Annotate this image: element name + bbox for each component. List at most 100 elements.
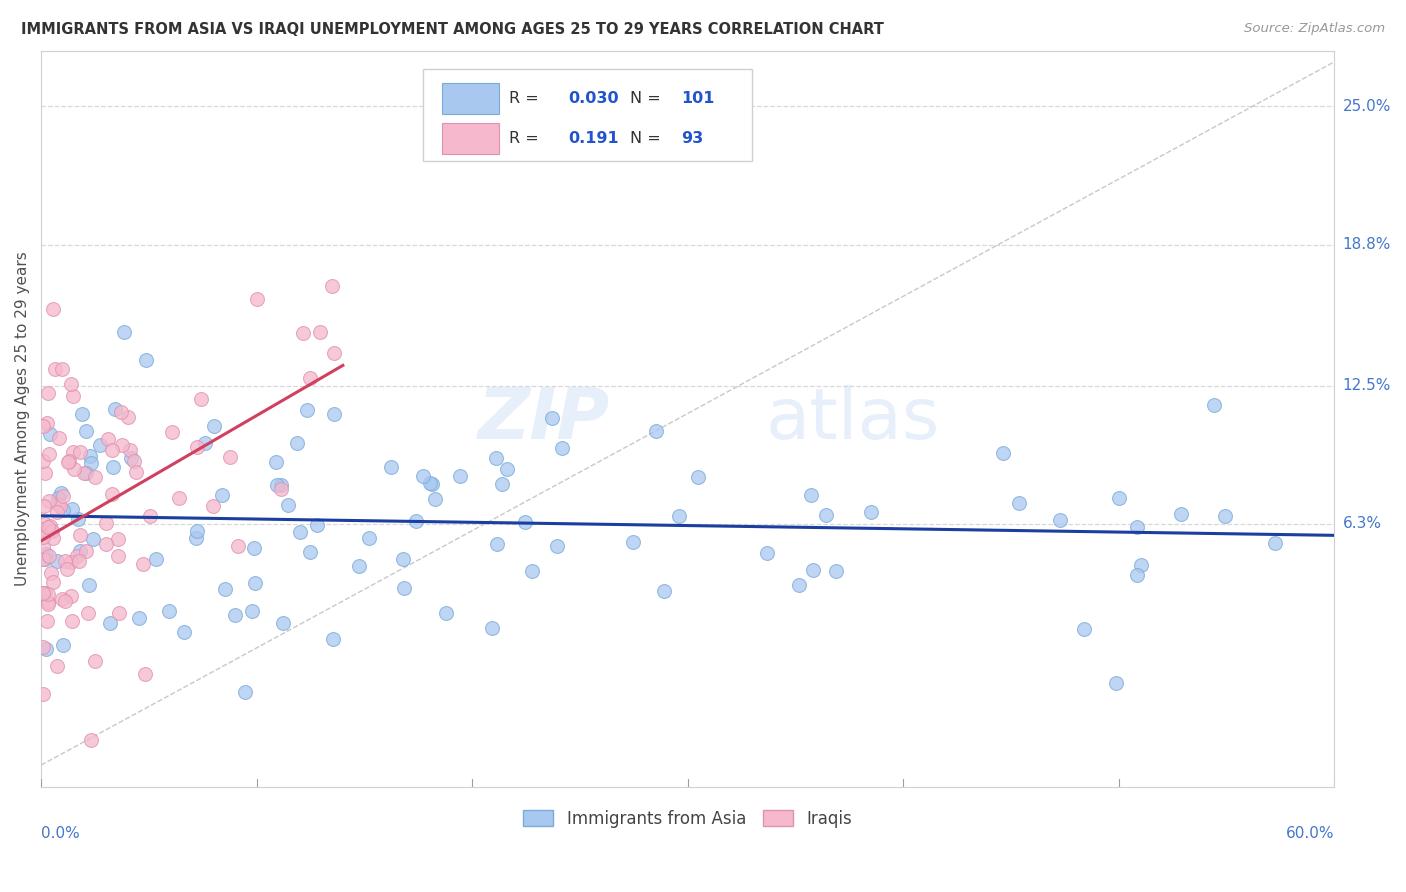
Point: [202, 418, 225, 433]
Point: [860, 505, 883, 519]
Point: [513, 515, 536, 529]
Point: [824, 564, 846, 578]
Text: 0.030: 0.030: [569, 91, 620, 105]
Point: [51, 591, 73, 606]
Point: [1170, 507, 1192, 521]
Point: [39, 519, 62, 533]
Point: [32, 454, 55, 468]
Point: [755, 547, 778, 561]
Point: [32, 586, 55, 600]
Point: [52, 503, 75, 517]
Point: [32, 522, 55, 536]
Point: [1049, 513, 1071, 527]
Point: [540, 411, 562, 425]
Point: [1126, 568, 1149, 582]
Point: [277, 499, 299, 513]
Point: [32, 551, 55, 566]
Point: [486, 536, 509, 550]
Text: 12.5%: 12.5%: [1343, 378, 1391, 393]
Point: [83, 470, 105, 484]
Text: R =: R =: [509, 131, 544, 146]
Point: [38, 447, 60, 461]
Point: [186, 524, 208, 539]
Point: [391, 552, 413, 566]
Point: [412, 468, 434, 483]
Point: [347, 559, 370, 574]
Point: [34, 524, 56, 538]
Point: [94, 537, 117, 551]
Point: [145, 551, 167, 566]
Point: [380, 459, 402, 474]
Point: [32, 499, 55, 513]
Point: [107, 549, 129, 563]
Point: [101, 442, 124, 457]
Point: [32, 640, 55, 654]
Text: R =: R =: [509, 91, 544, 105]
Point: [270, 478, 292, 492]
Point: [89, 438, 111, 452]
Point: [186, 440, 208, 454]
Point: [80, 456, 103, 470]
Text: 18.8%: 18.8%: [1343, 237, 1391, 252]
Point: [83, 654, 105, 668]
Point: [1008, 495, 1031, 509]
Point: [434, 607, 457, 621]
Point: [1129, 558, 1152, 573]
Point: [59, 555, 82, 569]
Point: [38, 549, 60, 564]
Point: [58, 454, 80, 468]
Point: [120, 450, 142, 465]
Point: [35, 642, 58, 657]
Point: [1108, 491, 1130, 505]
Point: [44, 362, 66, 376]
Point: [125, 465, 148, 479]
Point: [551, 442, 574, 456]
Point: [46, 491, 69, 505]
Point: [1073, 622, 1095, 636]
Point: [39, 426, 62, 441]
Point: [45, 659, 67, 673]
Point: [101, 460, 124, 475]
Point: [246, 293, 269, 307]
Point: [100, 615, 122, 630]
Point: [668, 509, 690, 524]
Point: [51, 362, 73, 376]
Point: [35, 547, 58, 561]
Point: [69, 527, 91, 541]
Point: [160, 425, 183, 439]
Point: [405, 515, 427, 529]
Point: [34, 466, 56, 480]
Point: [104, 402, 127, 417]
FancyBboxPatch shape: [441, 83, 499, 113]
Point: [1126, 520, 1149, 534]
Text: IMMIGRANTS FROM ASIA VS IRAQI UNEMPLOYMENT AMONG AGES 25 TO 29 YEARS CORRELATION: IMMIGRANTS FROM ASIA VS IRAQI UNEMPLOYME…: [21, 22, 884, 37]
Point: [63, 461, 86, 475]
Point: [59, 589, 82, 603]
Point: [271, 615, 294, 630]
Point: [644, 424, 666, 438]
Point: [118, 442, 141, 457]
Legend: Immigrants from Asia, Iraqis: Immigrants from Asia, Iraqis: [517, 803, 859, 834]
Point: [60, 377, 83, 392]
Point: [423, 491, 446, 506]
Point: [211, 488, 233, 502]
Point: [309, 325, 332, 339]
Point: [32, 419, 55, 434]
Point: [814, 508, 837, 523]
Point: [652, 583, 675, 598]
Point: [35, 417, 58, 431]
Point: [1213, 509, 1236, 524]
Point: [51, 485, 73, 500]
Point: [67, 554, 90, 568]
Point: [32, 539, 55, 553]
Point: [77, 607, 100, 621]
Point: [800, 488, 823, 502]
Text: N =: N =: [630, 91, 665, 105]
Point: [80, 733, 103, 747]
Point: [32, 687, 55, 701]
Point: [323, 346, 346, 360]
Point: [108, 606, 131, 620]
Point: [46, 498, 69, 512]
Text: 0.191: 0.191: [569, 131, 620, 146]
Point: [214, 582, 236, 596]
